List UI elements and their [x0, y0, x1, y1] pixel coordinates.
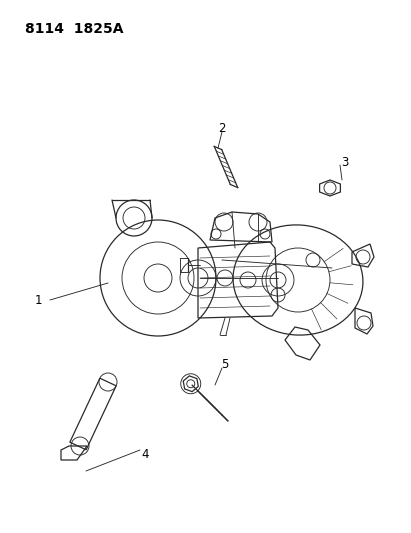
- Text: 2: 2: [218, 122, 226, 134]
- Text: 4: 4: [141, 448, 149, 462]
- Text: 8114  1825A: 8114 1825A: [25, 22, 123, 36]
- Text: 1: 1: [34, 294, 42, 306]
- Text: 3: 3: [341, 156, 349, 168]
- Text: 5: 5: [221, 358, 229, 370]
